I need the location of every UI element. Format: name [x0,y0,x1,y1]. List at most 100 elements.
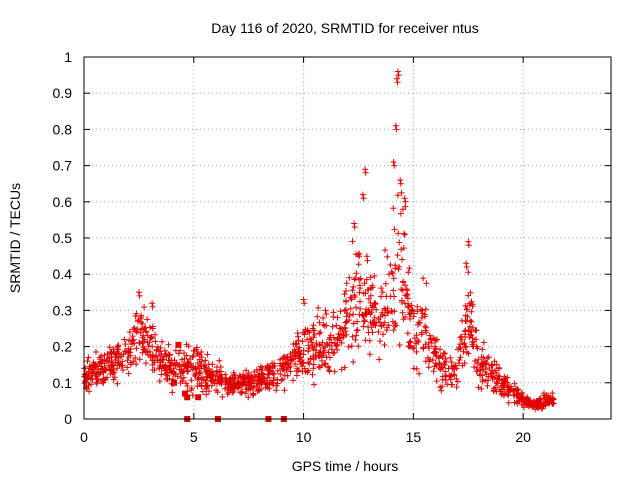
data-point [350,320,357,327]
data-point [283,366,290,373]
data-point [458,333,465,340]
data-point [154,343,161,350]
y-tick-label: 0.9 [53,85,73,101]
data-point [423,280,430,287]
data-point [307,355,314,362]
data-point [365,324,372,330]
data-point [362,337,369,344]
data-point [110,346,117,353]
data-point [287,351,294,357]
data-point [106,366,113,373]
data-point [190,347,197,354]
data-point [329,323,336,330]
data-point [422,341,429,348]
data-point [115,354,122,361]
data-point [342,319,349,326]
data-point [313,340,320,346]
data-point [111,374,118,381]
data-point [203,385,209,392]
data-point [316,330,323,337]
data-point [194,360,201,366]
data-point [493,369,500,376]
data-point [299,338,306,345]
data-point [82,365,89,371]
data-point [139,349,146,356]
data-point [350,283,357,290]
data-point [83,385,90,392]
data-point [226,389,232,396]
data-point [403,286,410,293]
data-point [234,384,241,391]
data-point [382,312,388,319]
data-point [547,397,554,404]
data-point [308,339,315,345]
data-point [98,360,105,367]
data-point [425,339,432,346]
data-point [392,122,399,129]
data-point [469,343,476,350]
data-point [258,381,265,388]
data-point [371,273,378,279]
data-point [367,299,374,306]
data-point [355,343,362,350]
data-point [345,317,352,324]
data-point [112,359,119,366]
data-point [508,386,515,393]
data-point [243,367,250,374]
data-point [230,377,237,383]
data-point [139,320,146,327]
data-point [224,384,231,391]
data-point [426,345,432,352]
data-point [202,379,209,386]
data-point [325,349,332,356]
data-point [343,298,349,305]
data-point [256,366,263,373]
data-point [480,354,487,361]
data-point [399,256,405,263]
data-point [245,394,252,401]
data-point [124,364,131,371]
data-point [184,368,191,375]
data-point [138,312,145,319]
data-point [422,358,429,365]
y-tick-label: 0 [64,411,72,427]
data-point [354,327,361,333]
data-point [468,308,475,315]
data-point [310,356,317,363]
data-point [376,356,383,363]
data-point [452,362,459,369]
data-point [257,363,264,370]
data-point [357,285,364,292]
y-tick-label: 0.2 [53,339,73,355]
data-point [84,358,91,365]
data-point [309,371,316,378]
data-point [405,269,412,276]
data-point [201,362,208,369]
data-point [280,360,287,367]
data-point [409,307,416,314]
data-point [381,319,388,326]
data-point [331,368,338,375]
y-tick-label: 0.4 [53,266,73,282]
data-point [149,303,156,310]
data-point [325,363,331,370]
y-tick-label: 0.1 [53,375,73,391]
data-point [149,300,156,307]
data-point [361,317,368,324]
data-point [310,322,317,329]
data-point [106,355,113,362]
data-point [353,332,360,339]
data-point [479,376,486,383]
data-point [258,370,265,377]
data-point [342,306,349,313]
data-point [149,367,156,373]
data-point [436,361,443,368]
data-point [493,361,500,368]
data-point [348,343,355,349]
data-point [300,360,307,367]
data-point [349,238,356,245]
data-point [373,306,380,313]
data-point [294,365,301,372]
data-point [402,282,409,289]
x-tick-label: 5 [190,429,198,445]
